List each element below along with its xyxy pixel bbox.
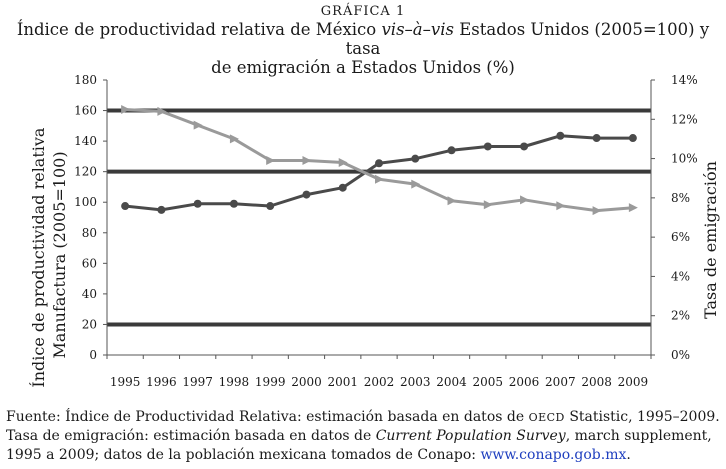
emigration-data-point [483, 200, 493, 210]
title-part: Estados Unidos (2005=100) y tasa [345, 20, 710, 58]
x-tick-label: 2008 [581, 375, 612, 389]
emigration-data-point [157, 106, 167, 116]
left-tick-label: 100 [74, 195, 97, 209]
left-axis-title: Índice de productividad relativa Manufac… [28, 122, 69, 387]
chart-title-line2: de emigración a Estados Unidos (%) [211, 58, 515, 77]
title-italic-part: vis–à–vis [381, 20, 454, 39]
productivity-data-point [229, 199, 238, 208]
title-part: Índice de productividad relativa de Méxi… [16, 20, 382, 39]
left-tick-label: 0 [89, 348, 97, 362]
productivity-data-point [520, 142, 529, 151]
chart-footer: Fuente: Índice de Productividad Relativa… [6, 408, 722, 465]
emigration-data-point [556, 201, 566, 211]
left-tick-label: 180 [74, 73, 97, 87]
source-text: 1995 a 2009; datos de la población mexic… [6, 447, 481, 463]
right-axis-title: Tasa de emigración [701, 161, 720, 319]
emigration-data-point [302, 156, 312, 166]
right-tick-label: 2% [671, 309, 690, 323]
x-tick-label: 2000 [291, 375, 322, 389]
right-tick-label: 14% [671, 73, 698, 87]
chart-header: GRÁFICA 1 Índice de productividad relati… [0, 4, 726, 77]
x-tick-label: 2005 [473, 375, 504, 389]
source-text: , march supplement, [565, 428, 712, 444]
x-tick-label: 2009 [618, 375, 649, 389]
source-text: Tasa de emigración: estimación basada en… [6, 428, 376, 444]
source-text-smallcaps: OECD [528, 411, 565, 424]
x-tick-label: 2006 [509, 375, 540, 389]
productivity-data-point [338, 183, 347, 192]
source-text: Statistic, 1995–2009. [564, 409, 720, 425]
x-tick-label: 1995 [110, 375, 141, 389]
left-tick-label: 60 [82, 256, 97, 270]
x-tick-label: 1999 [255, 375, 286, 389]
x-tick-label: 2007 [545, 375, 576, 389]
source-text-italic: Current Population Survey [375, 428, 566, 444]
left-tick-label: 120 [74, 165, 97, 179]
emigration-data-point [121, 104, 131, 114]
emigration-data-point [592, 206, 602, 216]
source-line1: Fuente: Índice de Productividad Relativa… [6, 408, 722, 427]
x-tick-label: 2004 [436, 375, 467, 389]
emigration-data-point [447, 196, 457, 206]
productivity-data-point [266, 202, 275, 211]
productivity-data-point [592, 134, 601, 143]
left-axis-title-line1: Índice de productividad relativa [28, 127, 48, 388]
emigration-data-point [229, 134, 239, 144]
productivity-data-point [447, 146, 456, 155]
emigration-data-point [193, 120, 203, 130]
x-tick-label: 1998 [219, 375, 250, 389]
source-text: Fuente: Índice de Productividad Relativa… [6, 409, 529, 425]
productivity-data-point [628, 134, 637, 143]
left-axis-title-line2: Manufactura (2005=100) [50, 151, 69, 358]
source-line3: 1995 a 2009; datos de la población mexic… [6, 446, 722, 465]
right-tick-label: 8% [671, 191, 690, 205]
emigration-data-point [266, 156, 276, 166]
left-tick-label: 40 [82, 287, 97, 301]
line-chart: 0 20 40 60 80 100 120 140 160 180 0% 2% 4% 6% 8% 10% 12… [28, 73, 720, 389]
source-line2: Tasa de emigración: estimación basada en… [6, 427, 722, 446]
emigration-data-point [520, 195, 530, 205]
right-tick-label: 6% [671, 230, 690, 244]
left-tick-label: 20 [82, 317, 97, 331]
productivity-data-point [375, 159, 383, 168]
productivity-data-point [411, 154, 420, 163]
productivity-data-point [121, 202, 130, 211]
left-tick-label: 160 [74, 104, 97, 118]
x-tick-label: 2001 [327, 375, 358, 389]
x-tick-label: 2003 [400, 375, 431, 389]
productivity-data-point [302, 190, 311, 199]
conapo-link[interactable]: www.conapo.gob.mx [480, 447, 627, 463]
left-tick-label: 80 [82, 226, 97, 240]
right-tick-label: 4% [671, 269, 690, 283]
emigration-data-point [628, 203, 638, 213]
productivity-data-point [483, 142, 492, 151]
figure-label: GRÁFICA 1 [320, 4, 406, 19]
x-tick-label: 2002 [364, 375, 395, 389]
left-tick-label: 140 [74, 134, 97, 148]
productivity-data-point [193, 199, 202, 208]
x-tick-label: 1996 [146, 375, 177, 389]
right-tick-label: 10% [671, 152, 698, 166]
productivity-data-point [157, 205, 166, 214]
emigration-data-point [375, 174, 384, 184]
x-tick-label: 1997 [182, 375, 213, 389]
emigration-data-point [338, 158, 348, 167]
emigration-data-point [411, 179, 421, 189]
chart-title-line1: Índice de productividad relativa de Méxi… [0, 20, 726, 58]
right-tick-label: 12% [671, 112, 698, 126]
right-tick-label: 0% [671, 348, 690, 362]
productivity-data-point [556, 131, 565, 140]
source-text: . [626, 447, 631, 463]
